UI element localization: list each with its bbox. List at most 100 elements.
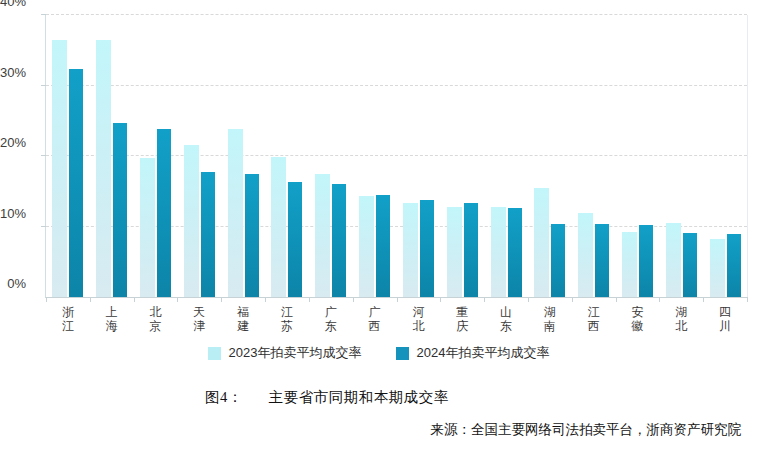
- bar-2023: [359, 196, 374, 297]
- x-axis-label-char: 上: [106, 305, 118, 319]
- bar-2024: [639, 225, 653, 297]
- x-axis-label-char: 建: [237, 319, 249, 333]
- x-axis-label: 安徽: [631, 305, 643, 333]
- x-axis-label: 湖南: [544, 305, 556, 333]
- x-axis-label-char: 河: [412, 305, 424, 319]
- bar-2023: [96, 40, 111, 297]
- legend-label-2023: 2023年拍卖平均成交率: [229, 344, 362, 362]
- bar-group: [397, 15, 441, 297]
- legend-item-2023: 2023年拍卖平均成交率: [208, 344, 362, 362]
- legend-swatch-2024-icon: [396, 347, 409, 360]
- x-axis-label-char: 海: [106, 319, 118, 333]
- bar-group: [90, 15, 134, 297]
- x-axis-tick: [659, 297, 660, 302]
- x-axis-label-char: 江: [281, 305, 293, 319]
- source-note: 来源：全国主要网络司法拍卖平台，浙商资产研究院: [431, 421, 742, 439]
- bar-2023: [52, 40, 67, 297]
- x-axis-label-char: 东: [500, 319, 512, 333]
- bar-2024: [288, 182, 302, 297]
- bar-2024: [683, 233, 697, 297]
- bar-2024: [420, 200, 434, 297]
- x-axis-label: 江西: [588, 305, 600, 333]
- y-axis-label: 0%: [0, 276, 26, 291]
- legend-swatch-2023-icon: [208, 347, 221, 360]
- bar-2023: [140, 158, 155, 297]
- bar-2024: [157, 129, 171, 297]
- x-axis-label-char: 山: [500, 305, 512, 319]
- bar-2023: [534, 188, 549, 297]
- x-axis-label-char: 江: [588, 305, 600, 319]
- bar-group: [528, 15, 572, 297]
- x-axis-label-char: 江: [62, 319, 74, 333]
- x-axis-label-char: 湖: [544, 305, 556, 319]
- x-axis-tick: [353, 297, 354, 302]
- figure-caption-number: 图4：: [205, 389, 243, 405]
- figure-caption-title: 主要省市同期和本期成交率: [269, 389, 449, 405]
- bar-2024: [69, 69, 83, 297]
- x-axis-tick: [484, 297, 485, 302]
- x-axis-label-char: 津: [193, 319, 205, 333]
- bar-group: [484, 15, 528, 297]
- bar-2023: [578, 213, 593, 297]
- x-axis-label: 四川: [719, 305, 731, 333]
- x-axis-label-char: 安: [631, 305, 643, 319]
- x-axis-label: 福建: [237, 305, 249, 333]
- bar-2024: [332, 184, 346, 298]
- x-axis-label-char: 徽: [631, 319, 643, 333]
- x-axis-tick: [703, 297, 704, 302]
- bar-2023: [315, 174, 330, 297]
- x-axis-label-char: 庆: [456, 319, 468, 333]
- x-axis-tick: [90, 297, 91, 302]
- x-axis-tick: [221, 297, 222, 302]
- bar-2023: [184, 145, 199, 297]
- bar-group: [659, 15, 703, 297]
- bar-group: [46, 15, 90, 297]
- x-axis-label-char: 北: [412, 319, 424, 333]
- x-axis-label: 上海: [106, 305, 118, 333]
- y-axis-label: 40%: [0, 0, 26, 9]
- x-axis-label: 广东: [325, 305, 337, 333]
- bar-group: [309, 15, 353, 297]
- x-axis-label: 北京: [150, 305, 162, 333]
- x-axis-tick: [572, 297, 573, 302]
- bar-2024: [508, 208, 522, 297]
- x-axis-label-char: 浙: [62, 305, 74, 319]
- bar-group: [572, 15, 616, 297]
- x-axis-label-char: 北: [675, 319, 687, 333]
- x-axis-label-char: 南: [544, 319, 556, 333]
- x-axis-tick: [177, 297, 178, 302]
- x-axis-label: 江苏: [281, 305, 293, 333]
- bar-group: [353, 15, 397, 297]
- x-axis-label-char: 重: [456, 305, 468, 319]
- bar-2023: [228, 129, 243, 297]
- bar-2023: [271, 157, 286, 297]
- x-axis-label: 河北: [412, 305, 424, 333]
- bar-2024: [201, 172, 215, 297]
- bar-group: [177, 15, 221, 297]
- y-axis-label: 30%: [0, 64, 26, 79]
- x-axis-tick: [616, 297, 617, 302]
- y-axis-label: 20%: [0, 135, 26, 150]
- x-axis-label-char: 西: [588, 319, 600, 333]
- bar-2024: [464, 203, 478, 297]
- bar-2023: [447, 207, 462, 297]
- legend-item-2024: 2024年拍卖平均成交率: [396, 344, 550, 362]
- bar-group: [134, 15, 178, 297]
- x-axis-label-char: 湖: [675, 305, 687, 319]
- bar-2024: [376, 195, 390, 297]
- legend-label-2024: 2024年拍卖平均成交率: [417, 344, 550, 362]
- x-axis-label-char: 天: [193, 305, 205, 319]
- x-axis-tick: [265, 297, 266, 302]
- x-axis-label: 浙江: [62, 305, 74, 333]
- x-axis-tick: [397, 297, 398, 302]
- bar-group: [440, 15, 484, 297]
- x-axis-label-char: 西: [369, 319, 381, 333]
- bar-group: [265, 15, 309, 297]
- chart-legend: 2023年拍卖平均成交率 2024年拍卖平均成交率: [0, 344, 757, 362]
- chart-figure: 0%10%20%30%40%浙江上海北京天津福建江苏广东广西河北重庆山东湖南江西…: [0, 0, 757, 453]
- y-axis-label: 10%: [0, 205, 26, 220]
- bar-2024: [727, 234, 741, 297]
- figure-caption: 图4： 主要省市同期和本期成交率: [205, 388, 449, 407]
- bar-group: [616, 15, 660, 297]
- x-axis-tick: [134, 297, 135, 302]
